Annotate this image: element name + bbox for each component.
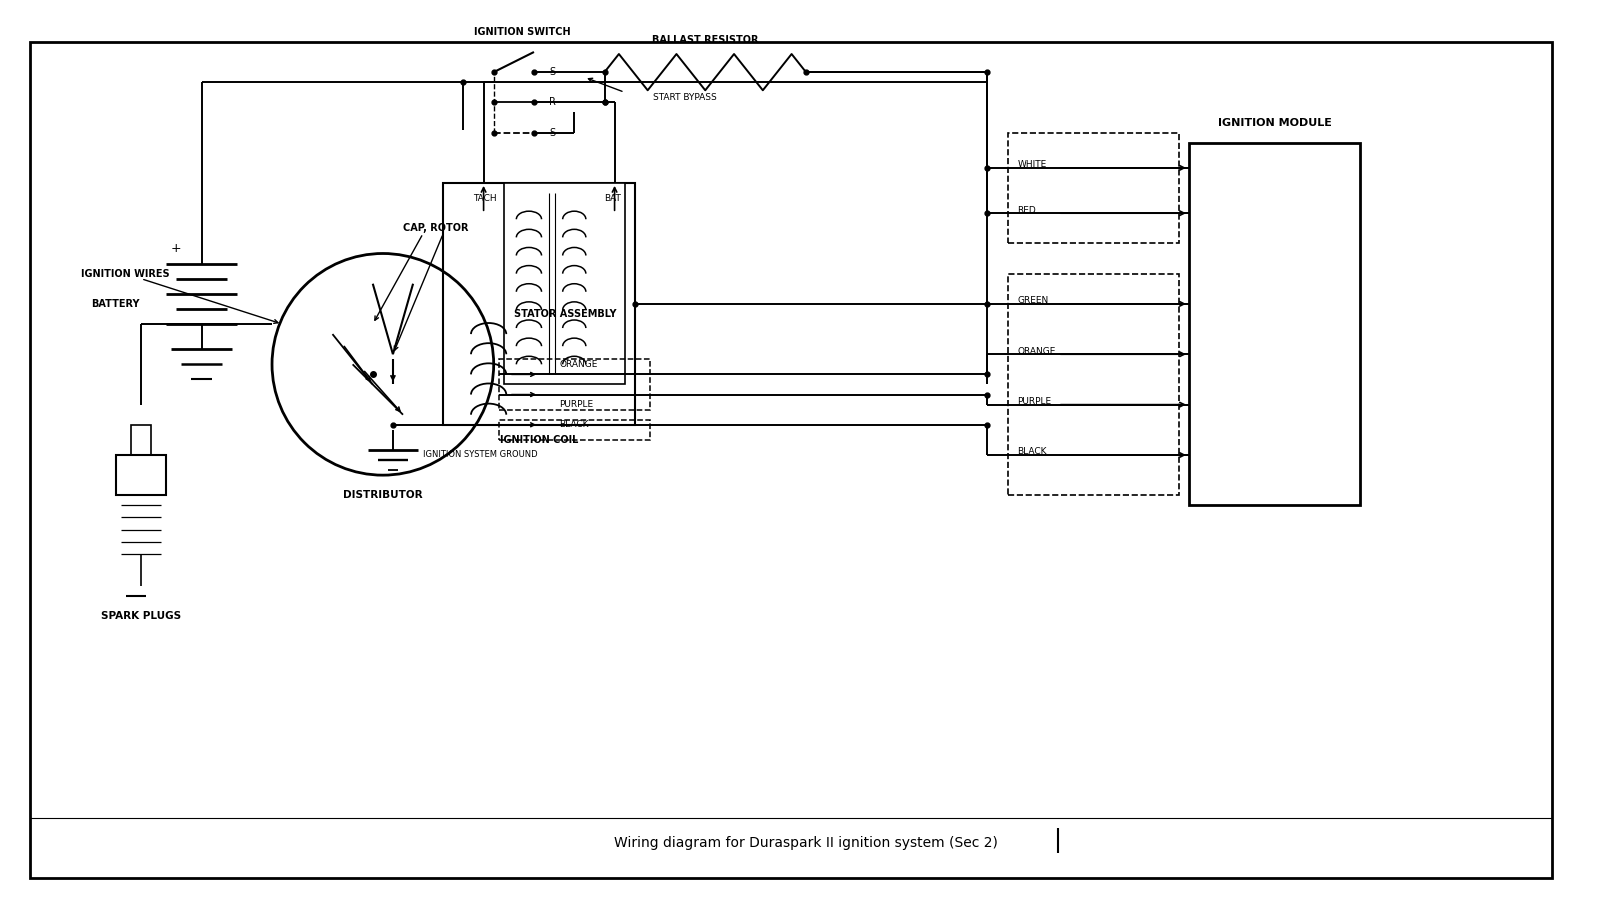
Text: S: S xyxy=(550,127,555,137)
Text: Wiring diagram for Duraspark II ignition system (Sec 2): Wiring diagram for Duraspark II ignition… xyxy=(614,836,998,850)
Bar xyxy=(505,183,625,384)
Bar xyxy=(443,183,635,425)
Text: BAT: BAT xyxy=(604,194,621,203)
Text: PURPLE: PURPLE xyxy=(1017,397,1051,406)
Bar xyxy=(498,359,650,410)
Bar xyxy=(1190,143,1361,505)
Bar xyxy=(498,420,650,440)
Text: R: R xyxy=(550,97,556,107)
Text: IGNITION SYSTEM GROUND: IGNITION SYSTEM GROUND xyxy=(422,450,538,460)
Text: START BYPASS: START BYPASS xyxy=(653,93,717,102)
Text: SPARK PLUGS: SPARK PLUGS xyxy=(102,612,181,622)
Text: WHITE: WHITE xyxy=(1017,160,1046,169)
Text: TACH: TACH xyxy=(474,194,496,203)
Text: IGNITION COIL: IGNITION COIL xyxy=(500,435,579,445)
Text: S: S xyxy=(550,67,555,77)
Text: BLACK: BLACK xyxy=(1017,448,1048,457)
Text: +: + xyxy=(171,242,182,255)
Bar xyxy=(116,455,166,495)
Bar xyxy=(1008,133,1178,243)
Text: BALLAST RESISTOR: BALLAST RESISTOR xyxy=(651,35,759,45)
Bar xyxy=(1008,274,1178,495)
Text: GREEN: GREEN xyxy=(1017,297,1049,306)
Text: IGNITION SWITCH: IGNITION SWITCH xyxy=(474,27,571,36)
Text: ORANGE: ORANGE xyxy=(1017,347,1056,356)
Text: CAP, ROTOR: CAP, ROTOR xyxy=(403,223,469,233)
Text: PURPLE: PURPLE xyxy=(559,400,593,410)
Text: ORANGE: ORANGE xyxy=(559,359,598,369)
Bar xyxy=(131,425,152,455)
Text: IGNITION WIRES: IGNITION WIRES xyxy=(81,268,169,278)
Text: STATOR ASSEMBLY: STATOR ASSEMBLY xyxy=(514,309,616,318)
Text: IGNITION MODULE: IGNITION MODULE xyxy=(1217,117,1332,127)
Text: BLACK: BLACK xyxy=(559,420,588,430)
Text: DISTRIBUTOR: DISTRIBUTOR xyxy=(343,490,422,500)
Text: RED: RED xyxy=(1017,206,1037,215)
Text: BATTERY: BATTERY xyxy=(90,298,139,308)
